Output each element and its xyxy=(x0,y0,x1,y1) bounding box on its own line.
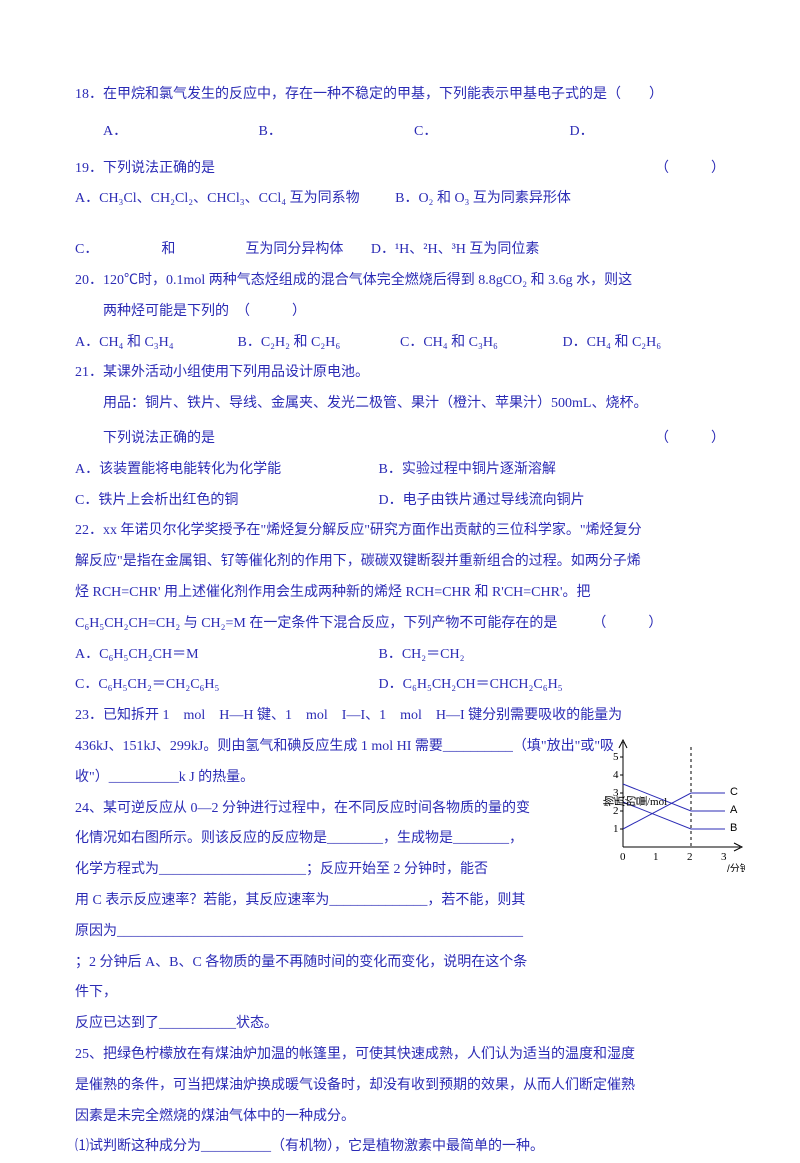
y-axis-label: 物质的量/mol xyxy=(602,796,667,809)
q21-a: A．该装置能将电能转化为化学能 xyxy=(75,455,375,486)
xtick-2: 2 xyxy=(687,851,693,863)
q20-a: A．CH₄ 和 C₃H₄ xyxy=(75,328,238,359)
q20-d: D．CH₄ 和 C₂H₆ xyxy=(563,328,726,359)
q24-l7: 件下， xyxy=(75,978,570,1009)
q19-stem: 19．下列说法正确的是 （ ） xyxy=(75,154,725,185)
q20-stem2: 两种烃可能是下列的 （ ） xyxy=(75,297,725,328)
q22-c: C．C₆H₅CH₂＝CH₂C₆H₅ xyxy=(75,670,375,701)
q19-c: C． 和 互为同分异构体 xyxy=(75,242,343,257)
q22-d: D．C₆H₅CH₂CH＝CHCH₂C₆H₅ xyxy=(379,677,563,692)
q21-c: C．铁片上会析出红色的铜 xyxy=(75,486,375,517)
q25-l1: 25、把绿色柠檬放在有煤油炉加温的帐篷里，可使其快速成熟，人们认为适当的温度和湿… xyxy=(75,1040,725,1071)
q19-d: D．¹H、²H、³H 互为同位素 xyxy=(371,242,540,257)
q24-l3: 化学方程式为_____________________；反应开始至 2 分钟时，… xyxy=(75,855,570,886)
q18-d: D． xyxy=(570,117,726,148)
q20-c: C．CH₄ 和 C₃H₆ xyxy=(400,328,563,359)
q21-r2: C．铁片上会析出红色的铜 D．电子由铁片通过导线流向铜片 xyxy=(75,486,725,517)
q19-row2: C． 和 互为同分异构体 D．¹H、²H、³H 互为同位素 xyxy=(75,235,725,266)
q22-l1: 22．xx 年诺贝尔化学奖授予在"烯烃复分解反应"研究方面作出贡献的三位科学家。… xyxy=(75,516,725,547)
q20-stem: 20．120℃时，0.1mol 两种气态烃组成的混合气体完全燃烧后得到 8.8g… xyxy=(75,266,725,297)
q22-a: A．C₆H₅CH₂CH＝M xyxy=(75,640,375,671)
q21-d: D．电子由铁片通过导线流向铜片 xyxy=(379,493,585,508)
q24-l6: ；2 分钟后 A、B、C 各物质的量不再随时间的变化而变化，说明在这个条 xyxy=(75,948,570,979)
xtick-1: 1 xyxy=(653,851,659,863)
q21-items: 用品：铜片、铁片、导线、金属夹、发光二极管、果汁（橙汁、苹果汁）500mL、烧杯… xyxy=(75,389,725,420)
q24-l5: 原因为_____________________________________… xyxy=(75,917,570,948)
q19-a: A．CH₃Cl、CH₂Cl₂、CHCl₃、CCl₄ 互为同系物 xyxy=(75,191,360,206)
q21-b: B．实验过程中铜片逐渐溶解 xyxy=(379,462,556,477)
q20-opts: A．CH₄ 和 C₃H₄ B．C₂H₂ 和 C₂H₆ C．CH₄ 和 C₃H₆ … xyxy=(75,328,725,359)
q22-r1: A．C₆H₅CH₂CH＝M B．CH₂＝CH₂ xyxy=(75,640,725,671)
q18-stem: 18．在甲烷和氯气发生的反应中，存在一种不稳定的甲基，下列能表示甲基电子式的是（… xyxy=(75,80,725,111)
q22-l2: 解反应"是指在金属钼、钌等催化剂的作用下，碳碳双键断裂并重新组合的过程。如两分子… xyxy=(75,547,725,578)
q25-l3: 因素是未完全燃烧的煤油气体中的一种成分。 xyxy=(75,1102,725,1133)
q19-paren: （ ） xyxy=(655,154,725,185)
q19-stem-text: 19．下列说法正确的是 xyxy=(75,161,215,176)
q21-sub: 下列说法正确的是 （ ） xyxy=(75,424,725,455)
q22-l4: C₆H₅CH₂CH=CH₂ 与 CH₂=M 在一定条件下混合反应，下列产物不可能… xyxy=(75,609,725,640)
q19-row1: A．CH₃Cl、CH₂Cl₂、CHCl₃、CCl₄ 互为同系物 B．O₂ 和 O… xyxy=(75,184,725,215)
xtick-3: 3 xyxy=(721,851,727,863)
series-c-label: C xyxy=(730,786,738,798)
q22-l3: 烃 RCH=CHR' 用上述催化剂作用会生成两种新的烯烃 RCH=CHR 和 R… xyxy=(75,578,725,609)
q18-b: B． xyxy=(259,117,415,148)
q25-l4: ⑴试判断这种成分为__________（有机物），它是植物激素中最简单的一种。 xyxy=(75,1132,725,1163)
q18-c: C． xyxy=(414,117,570,148)
q19-b: B．O₂ 和 O₃ 互为同素异形体 xyxy=(395,191,571,206)
x-axis-label: /分钟 xyxy=(727,862,745,872)
q18-a: A． xyxy=(103,117,259,148)
q21-stem: 21．某课外活动小组使用下列用品设计原电池。 xyxy=(75,358,725,389)
q18-opts: A． B． C． D． xyxy=(75,117,725,148)
q21-r1: A．该装置能将电能转化为化学能 B．实验过程中铜片逐渐溶解 xyxy=(75,455,725,486)
q24-l2: 化情况如右图所示。则该反应的反应物是________，生成物是________， xyxy=(75,824,570,855)
q24-l1: 24、某可逆反应从 0—2 分钟进行过程中，在不同反应时间各物质的量的变 xyxy=(75,794,570,825)
q22-r2: C．C₆H₅CH₂＝CH₂C₆H₅ D．C₆H₅CH₂CH＝CHCH₂C₆H₅ xyxy=(75,670,725,701)
q22-b: B．CH₂＝CH₂ xyxy=(379,647,465,662)
q25-l2: 是催熟的条件，可当把煤油炉换成暖气设备时，却没有收到预期的效果，从而人们断定催熟 xyxy=(75,1071,725,1102)
q21-sub-text: 下列说法正确的是 xyxy=(103,431,215,446)
xtick-0: 0 xyxy=(620,851,626,863)
q24-l4: 用 C 表示反应速率？若能，其反应速率为______________，若不能，则… xyxy=(75,886,570,917)
q24-chart: 1 2 3 4 5 0 1 2 3 C A B 物质的量/mol /分钟 xyxy=(595,732,745,872)
series-b-label: B xyxy=(730,822,737,834)
ytick-4: 4 xyxy=(613,769,619,781)
q23-l1: 23．已知拆开 1 mol H—H 键、1 mol I—I、1 mol H—I … xyxy=(75,701,725,732)
ytick-5: 5 xyxy=(613,751,619,763)
q24-l8: 反应已达到了___________状态。 xyxy=(75,1009,725,1040)
q20-b: B．C₂H₂ 和 C₂H₆ xyxy=(238,328,401,359)
series-a-label: A xyxy=(730,804,738,816)
ytick-1: 1 xyxy=(613,823,619,835)
q21-paren: （ ） xyxy=(655,424,725,455)
